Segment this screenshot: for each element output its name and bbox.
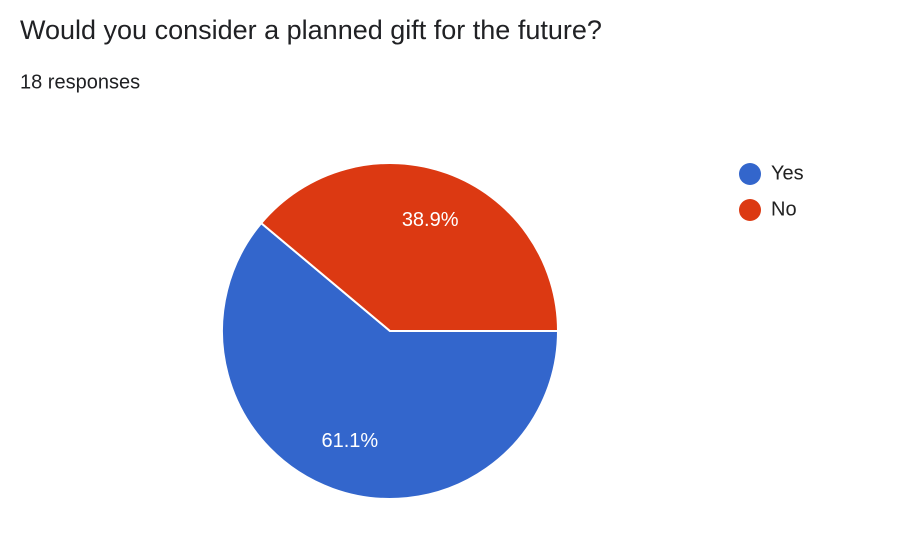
pie-slice — [221, 221, 560, 500]
chart-subtitle: 18 responses — [20, 71, 140, 93]
chart-title: Would you consider a planned gift for th… — [20, 15, 602, 45]
slice-label: 38.9% — [402, 209, 459, 231]
legend-swatch — [739, 199, 761, 221]
legend-label: Yes — [771, 162, 804, 184]
legend-swatch — [739, 163, 761, 185]
slice-label: 61.1% — [321, 430, 378, 452]
pie-slice — [259, 162, 560, 332]
legend-label: No — [771, 198, 797, 220]
